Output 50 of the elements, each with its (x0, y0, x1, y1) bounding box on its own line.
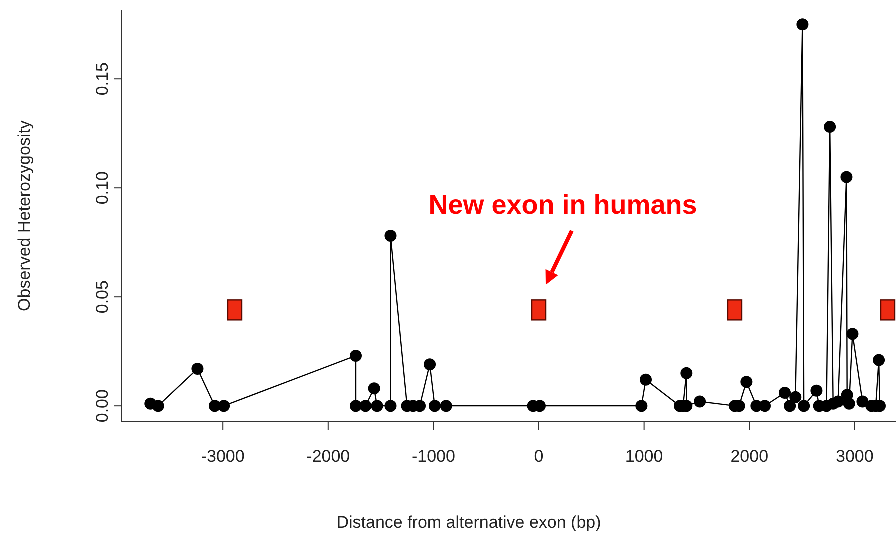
y-tick-label: 0.10 (93, 172, 112, 205)
point (694, 396, 706, 408)
x-tick-label: -2000 (306, 447, 350, 466)
point (531, 300, 547, 321)
point (384, 230, 397, 242)
point (440, 400, 452, 412)
y-tick-label: 0.00 (93, 390, 112, 423)
x-tick-label: 2000 (730, 447, 769, 466)
point (832, 396, 844, 408)
point (779, 387, 792, 400)
point (371, 400, 384, 412)
point (640, 374, 652, 386)
point (680, 367, 693, 380)
x-tick-label: 1000 (625, 447, 664, 466)
point (350, 400, 362, 412)
point (218, 400, 230, 412)
x-tick-label: 0 (534, 447, 544, 466)
y-axis-title: Observed Heterozygosity (15, 120, 34, 312)
point (796, 18, 809, 31)
point (192, 363, 204, 376)
point (840, 171, 853, 184)
annotation: New exon in humans (428, 190, 698, 220)
point (368, 382, 380, 395)
x-tick-label: -3000 (201, 447, 245, 466)
point (636, 400, 648, 412)
point (880, 300, 896, 321)
point (790, 391, 802, 404)
point (824, 121, 836, 134)
point (424, 358, 436, 371)
point (798, 400, 810, 412)
point (360, 400, 372, 412)
x-tick-label: -1000 (412, 447, 456, 466)
point (843, 398, 856, 410)
y-tick-label: 0.05 (93, 280, 112, 314)
point (873, 354, 886, 366)
y-tick-label: 0.15 (93, 62, 112, 96)
x-axis-title: Distance from alternative exon (bp) (336, 513, 602, 532)
x-tick-label: 3000 (836, 447, 874, 466)
point (846, 328, 859, 340)
point (740, 376, 753, 388)
point (384, 400, 397, 412)
point (727, 300, 743, 321)
point (759, 400, 771, 412)
point (784, 400, 796, 412)
point (350, 350, 362, 362)
point (856, 396, 869, 408)
point (152, 400, 164, 412)
point (810, 384, 823, 397)
point (428, 400, 441, 412)
point (227, 300, 243, 321)
